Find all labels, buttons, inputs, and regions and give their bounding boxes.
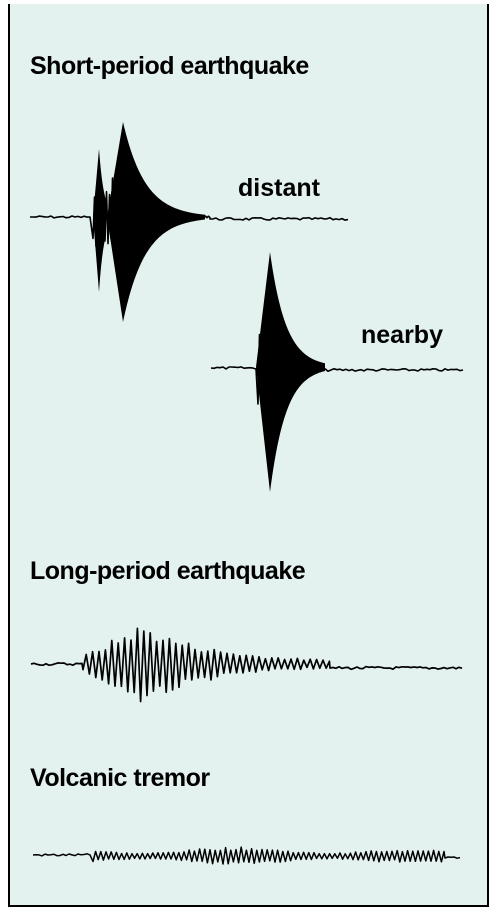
distant-first-arrival-envelope — [93, 149, 106, 292]
volcanic-tremor-title: Volcanic tremor — [30, 764, 210, 792]
distant-main-arrival-envelope — [107, 122, 205, 322]
short-period-title: Short-period earthquake — [30, 52, 309, 80]
distant-label: distant — [238, 174, 320, 202]
volcanic-tremor-trace — [32, 846, 461, 865]
seismogram-panel — [8, 4, 489, 907]
long-period-trace — [30, 627, 463, 703]
nearby-label: nearby — [361, 321, 443, 349]
long-period-title: Long-period earthquake — [30, 557, 306, 585]
nearby-arrival-envelope — [256, 252, 325, 492]
nearby-earthquake-trace — [210, 332, 464, 405]
